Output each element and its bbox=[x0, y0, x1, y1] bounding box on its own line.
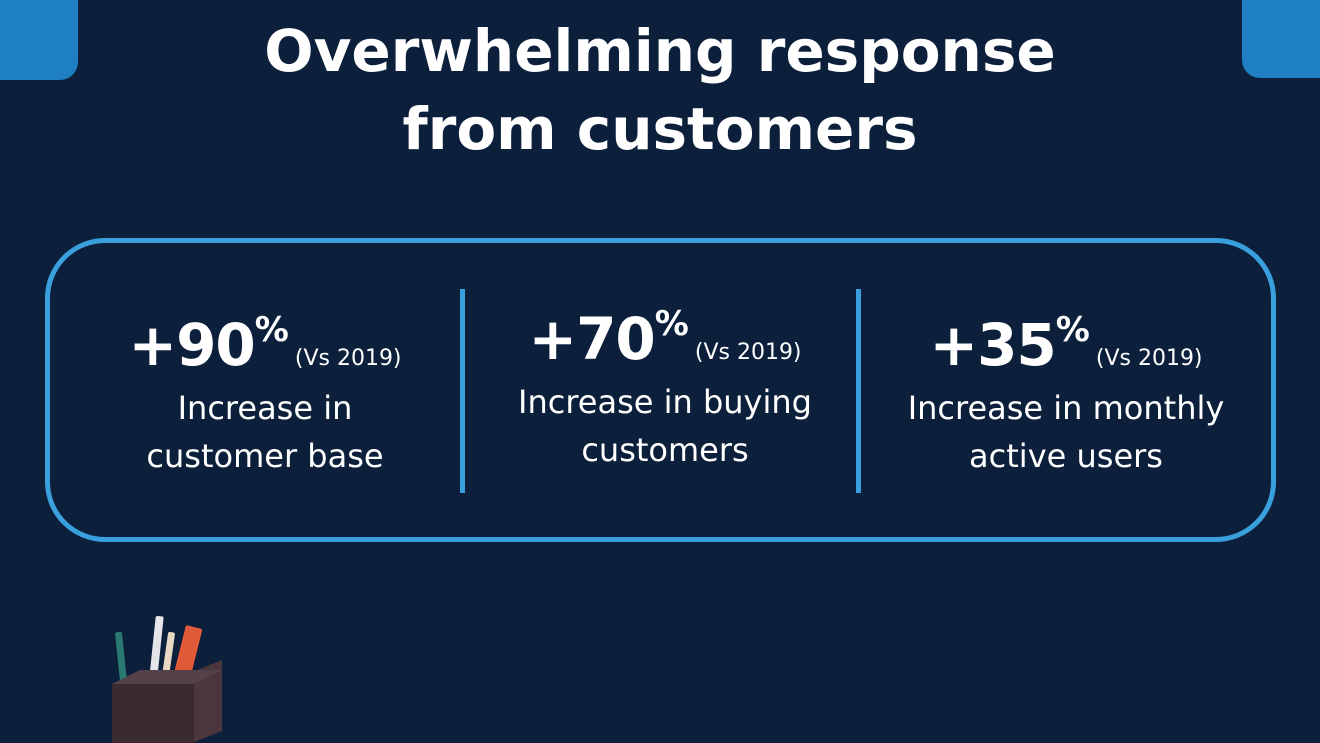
corner-decoration-left bbox=[0, 0, 78, 80]
stat-value: +90 bbox=[128, 311, 255, 379]
title-line-2: from customers bbox=[402, 95, 918, 163]
pencil-holder-icon bbox=[108, 612, 238, 743]
stat-customer-base: +90%(Vs 2019) Increase in customer base bbox=[70, 313, 460, 480]
corner-decoration-right bbox=[1242, 0, 1320, 78]
stat-headline: +70%(Vs 2019) bbox=[470, 307, 860, 368]
stat-description: Increase in buying customers bbox=[518, 383, 812, 469]
stat-description: Increase in customer base bbox=[146, 389, 384, 475]
stat-headline: +90%(Vs 2019) bbox=[70, 313, 460, 374]
stat-value: +35 bbox=[929, 311, 1056, 379]
stats-panel: +90%(Vs 2019) Increase in customer base … bbox=[45, 238, 1276, 542]
stat-value: +70 bbox=[528, 305, 655, 373]
stat-divider bbox=[856, 289, 861, 493]
stat-divider bbox=[460, 289, 465, 493]
stat-percent: % bbox=[654, 304, 689, 344]
stat-comparison: (Vs 2019) bbox=[694, 340, 802, 365]
stat-headline: +35%(Vs 2019) bbox=[866, 313, 1266, 374]
stat-comparison: (Vs 2019) bbox=[1095, 346, 1203, 371]
stat-percent: % bbox=[1055, 310, 1090, 350]
stat-buying-customers: +70%(Vs 2019) Increase in buying custome… bbox=[470, 307, 860, 474]
stat-monthly-active-users: +35%(Vs 2019) Increase in monthly active… bbox=[866, 313, 1266, 480]
page-title: Overwhelming response from customers bbox=[0, 12, 1320, 168]
stat-comparison: (Vs 2019) bbox=[294, 346, 402, 371]
title-line-1: Overwhelming response bbox=[264, 17, 1056, 85]
stat-percent: % bbox=[254, 310, 289, 350]
stat-description: Increase in monthly active users bbox=[907, 389, 1225, 475]
